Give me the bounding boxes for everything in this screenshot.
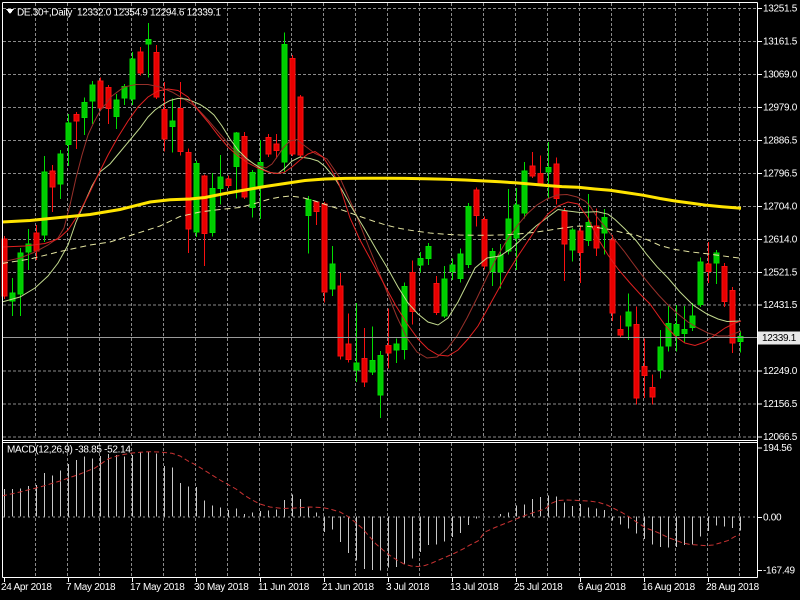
svg-text:25 Jul 2018: 25 Jul 2018 (514, 582, 563, 593)
svg-text:12431.5: 12431.5 (763, 300, 798, 311)
svg-text:12886.5: 12886.5 (763, 135, 798, 146)
svg-text:194.56: 194.56 (763, 443, 793, 454)
svg-text:21 Jun 2018: 21 Jun 2018 (322, 582, 374, 593)
svg-text:12704.0: 12704.0 (763, 201, 798, 212)
svg-text:0.00: 0.00 (763, 513, 782, 524)
svg-text:24 Apr 2018: 24 Apr 2018 (1, 582, 52, 593)
svg-text:13069.0: 13069.0 (763, 70, 798, 81)
svg-text:11 Jun 2018: 11 Jun 2018 (258, 582, 310, 593)
svg-text:12156.5: 12156.5 (763, 399, 798, 410)
svg-text:12066.5: 12066.5 (763, 432, 798, 443)
svg-text:12521.5: 12521.5 (763, 267, 798, 278)
svg-text:12339.1: 12339.1 (762, 333, 797, 344)
svg-text:28 Aug 2018: 28 Aug 2018 (706, 582, 760, 593)
svg-text:13161.5: 13161.5 (763, 37, 798, 48)
svg-text:12979.0: 12979.0 (763, 102, 798, 113)
svg-text:13 Jul 2018: 13 Jul 2018 (450, 582, 499, 593)
svg-text:3 Jul 2018: 3 Jul 2018 (386, 582, 430, 593)
svg-text:12249.0: 12249.0 (763, 366, 798, 377)
svg-text:DE.30+,Daily 12332.0 12354.9: DE.30+,Daily 12332.0 12354.9 12294.6 123… (17, 8, 221, 19)
svg-text:7 May 2018: 7 May 2018 (66, 582, 116, 593)
svg-text:-167.49: -167.49 (763, 566, 796, 577)
svg-text:16 Aug 2018: 16 Aug 2018 (642, 582, 696, 593)
svg-text:12614.0: 12614.0 (763, 234, 798, 245)
svg-text:6 Aug 2018: 6 Aug 2018 (578, 582, 626, 593)
svg-text:17 May 2018: 17 May 2018 (130, 582, 185, 593)
svg-text:MACD(12,26,9) -38.85 -52.14: MACD(12,26,9) -38.85 -52.14 (7, 445, 131, 456)
svg-text:30 May 2018: 30 May 2018 (194, 582, 249, 593)
svg-text:13251.5: 13251.5 (763, 4, 798, 15)
svg-text:12796.5: 12796.5 (763, 168, 798, 179)
